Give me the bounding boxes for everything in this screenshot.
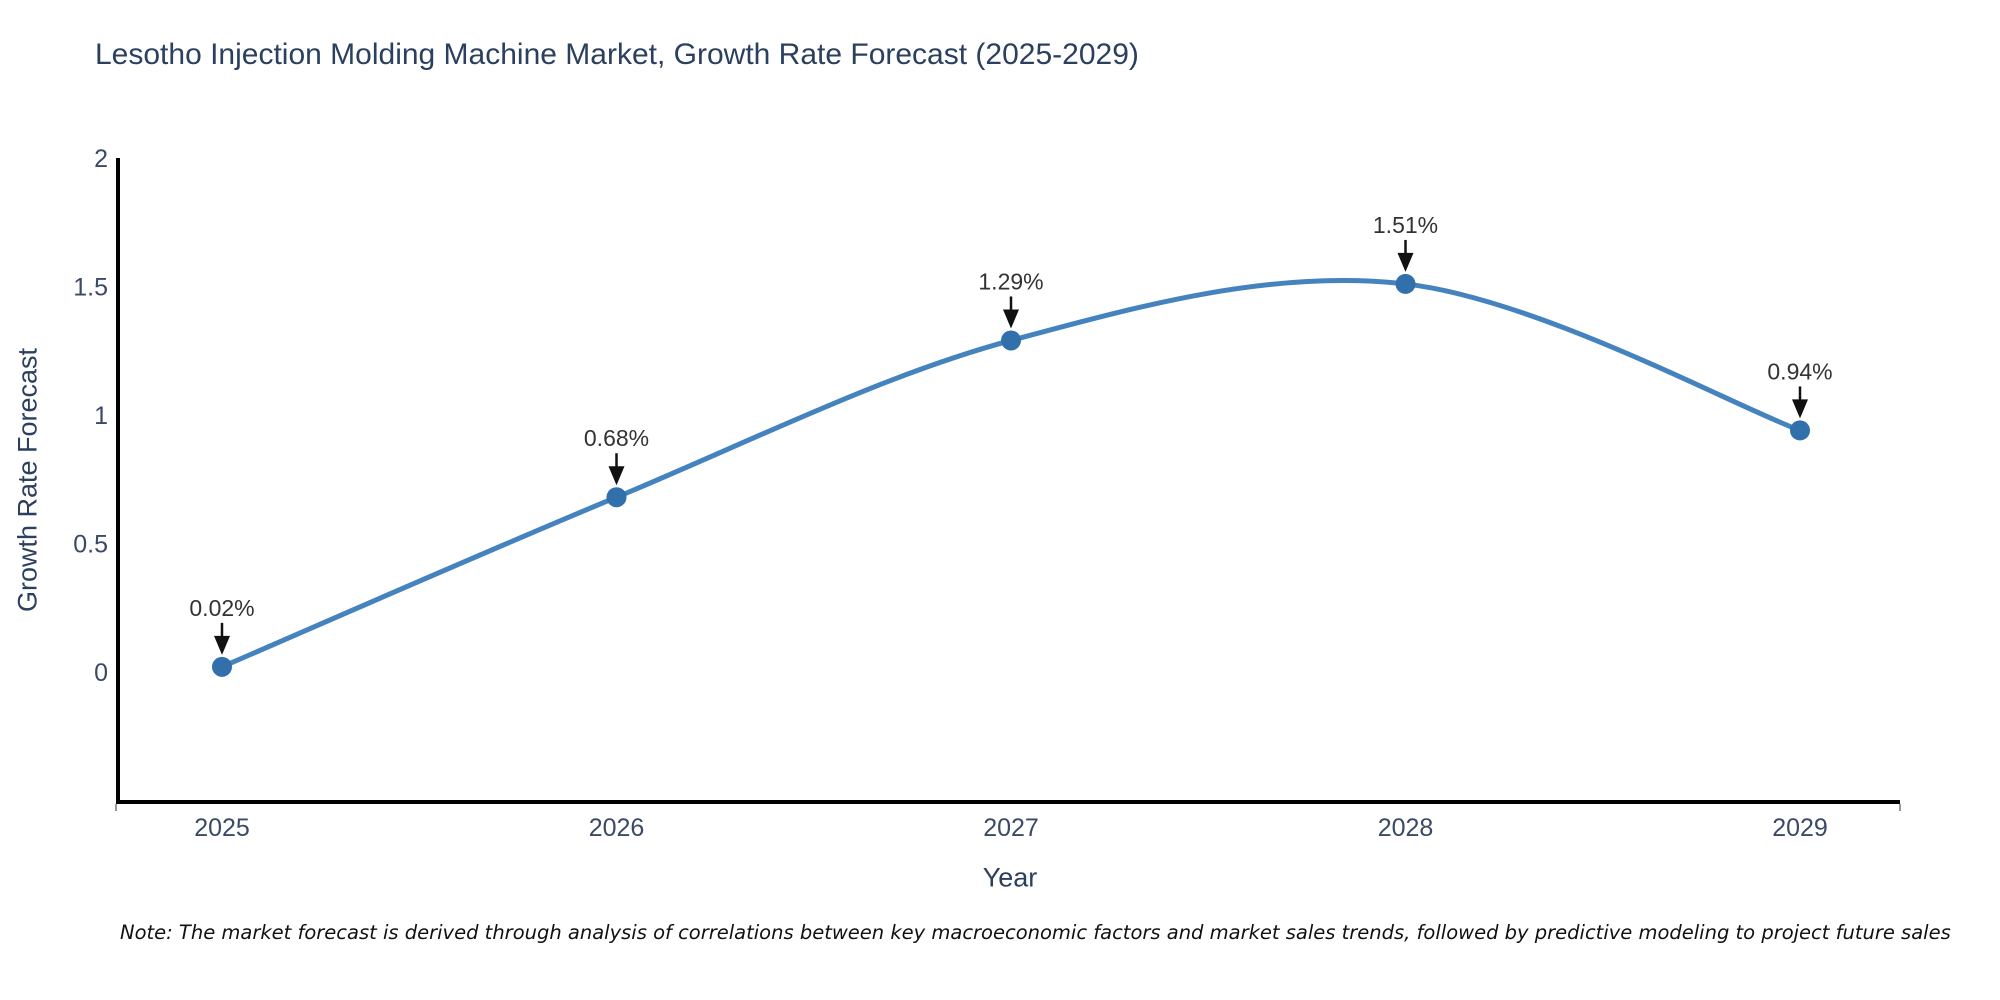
data-point-marker: [1790, 420, 1810, 441]
x-tick-label: 2029: [1772, 814, 1828, 842]
y-tick-label: 1.5: [73, 274, 108, 302]
annotation-arrowhead: [214, 635, 230, 655]
data-point-marker: [1395, 273, 1416, 294]
data-point-marker: [1001, 330, 1021, 351]
x-tick-label: 2026: [589, 814, 645, 842]
data-point-marker: [606, 487, 627, 508]
x-tick-label: 2025: [194, 814, 250, 842]
data-point-marker: [212, 656, 232, 677]
y-tick-label: 0.5: [73, 531, 108, 559]
y-tick-label: 1: [94, 402, 108, 430]
annotation-arrowhead: [1397, 252, 1414, 272]
data-point-label: 0.94%: [1767, 358, 1832, 384]
y-tick-label: 0: [94, 659, 108, 687]
annotation-arrowhead: [608, 466, 625, 486]
chart-title: Lesotho Injection Molding Machine Market…: [95, 38, 1139, 71]
annotation-arrowhead: [1003, 309, 1019, 329]
annotation-arrowhead: [1792, 399, 1808, 419]
x-axis-title: Year: [982, 862, 1038, 893]
footnote: Note: The market forecast is derived thr…: [120, 921, 1951, 944]
data-point-label: 0.02%: [189, 595, 254, 621]
y-tick-label: 2: [94, 145, 108, 173]
x-tick-label: 2028: [1378, 814, 1434, 842]
data-point-label: 0.68%: [584, 425, 649, 451]
data-point-label: 1.29%: [978, 268, 1043, 294]
data-point-label: 1.51%: [1373, 212, 1438, 238]
x-tick-label: 2027: [983, 814, 1039, 842]
